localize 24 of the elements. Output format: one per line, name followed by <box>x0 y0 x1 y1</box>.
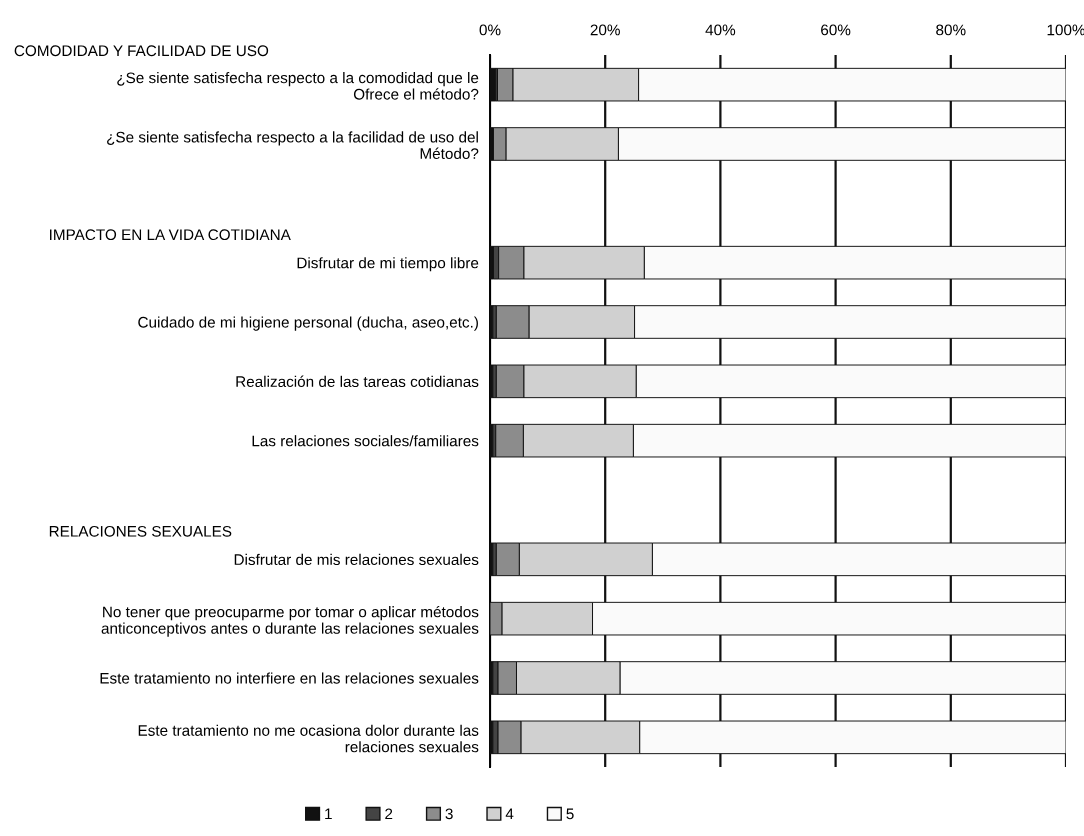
y-tick-label: No tener que preocuparme por tomar o aplicar métodos anticonceptivos antes o durante las relaciones sexuales <box>101 605 479 637</box>
legend-label: 1 <box>325 808 332 820</box>
y-tick-label: Este tratamiento no interfiere en las relaciones sexuales <box>100 672 479 684</box>
legend-label: 2 <box>385 808 393 820</box>
x-tick-label: 80% <box>936 24 966 36</box>
y-tick-label: Cuidado de mi higiene personal (ducha, aseo,etc.) <box>138 316 478 331</box>
x-tick-label: 20% <box>590 24 620 36</box>
legend-label: 4 <box>505 808 514 820</box>
y-tick-label: Disfrutar de mis relaciones sexuales <box>234 553 479 566</box>
legend-label: 3 <box>445 808 453 820</box>
y-tick-label: Realización de las tareas cotidianas <box>236 375 479 388</box>
x-tick-label: 100% <box>1047 24 1084 36</box>
y-tick-label: ¿Se siente satisfecha respecto a la comodidad que le Ofrece el método? <box>117 72 479 100</box>
legend-label: 5 <box>566 808 574 820</box>
x-tick-label: 40% <box>705 24 736 36</box>
x-tick-label: 60% <box>821 24 851 36</box>
text: COMODIDAD Y FACILIDAD DE USO <box>14 45 269 57</box>
x-tick-label: 0% <box>479 24 501 36</box>
y-tick-label: ¿Se siente satisfecha respecto a la facilidad de uso del Método? <box>107 131 479 160</box>
text: IMPACTO EN LA VIDA COTIDIANA <box>50 229 291 241</box>
y-tick-label: Este tratamiento no me ocasiona dolor durante las relaciones sexuales <box>138 724 479 753</box>
y-tick-label: Disfrutar de mi tiempo libre <box>297 257 479 272</box>
text: RELACIONES SEXUALES <box>49 525 232 537</box>
y-tick-label: Las relaciones sociales/familiares <box>252 435 479 447</box>
